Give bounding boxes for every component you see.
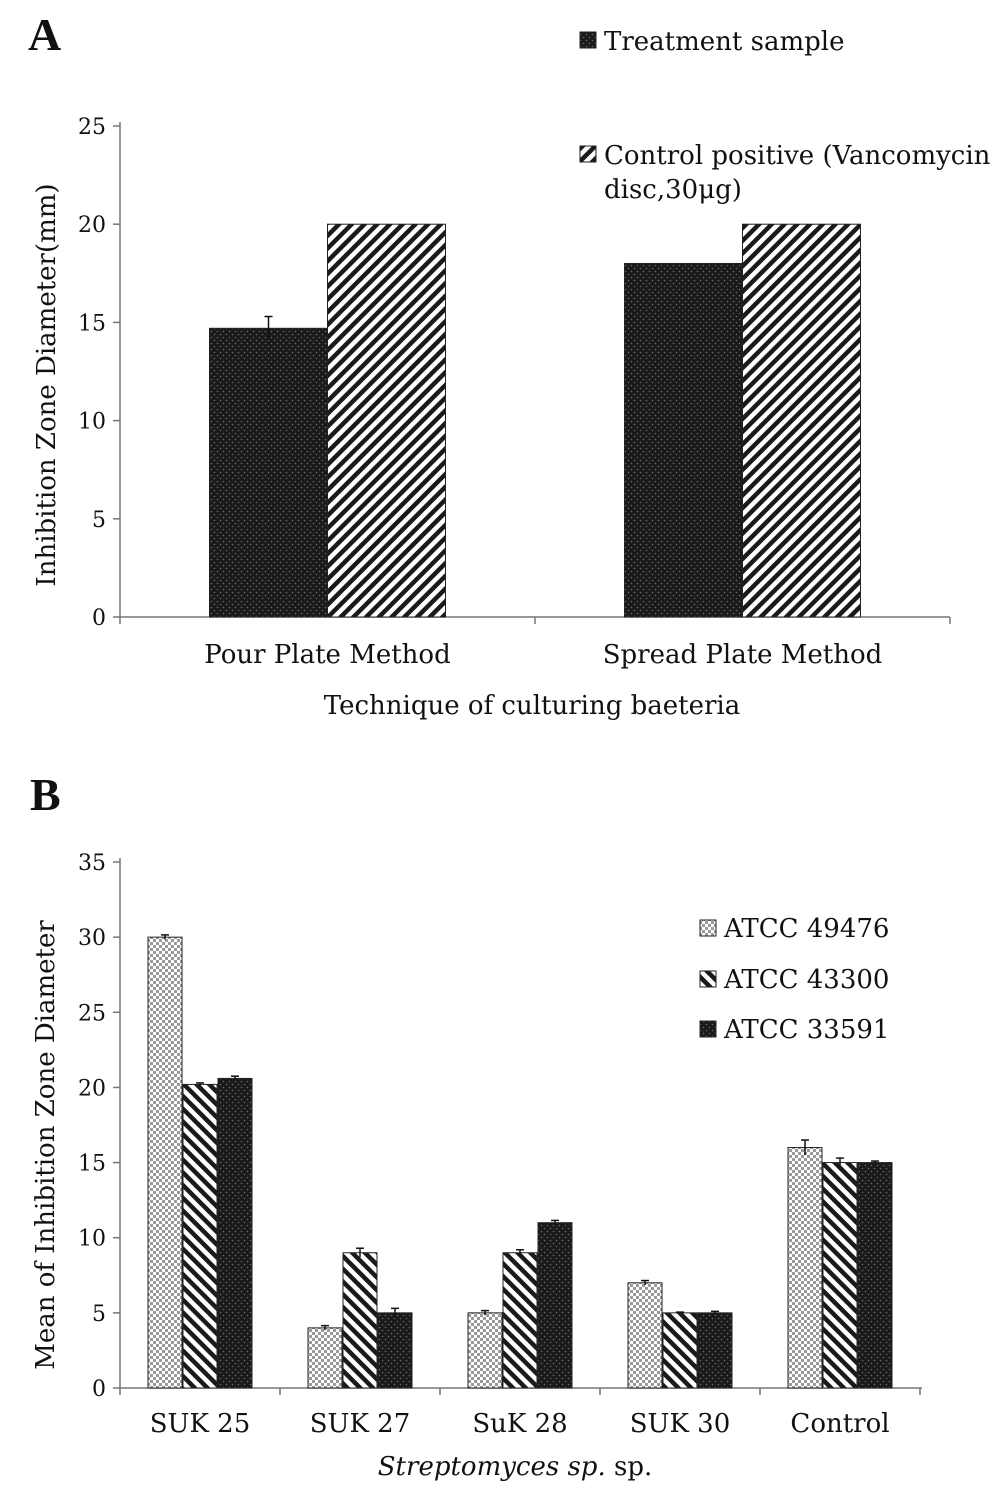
panel-b-legend-label: ATCC 33591 [723, 1015, 889, 1045]
panel-b-bar [627, 1282, 663, 1389]
panel-b-bar [377, 1312, 413, 1389]
panel-b-y-tick-label: 20 [78, 1076, 106, 1101]
panel-b-xlabel-genus: Streptomyces sp. [378, 1452, 606, 1482]
panel-b-category-label: SuK 28 [472, 1409, 567, 1439]
panel-b-legend-swatch [699, 970, 717, 988]
panel-a-y-tick-label: 25 [78, 115, 106, 140]
panel-b-bar [307, 1327, 343, 1389]
panel-b-y-tick-label: 0 [92, 1377, 106, 1402]
panel-b-ylabel: Mean of Inhibition Zone Diameter [31, 920, 61, 1370]
panel-a-bar [624, 262, 743, 618]
panel-b-letter: B [30, 769, 61, 820]
panel-a-category-label: Spread Plate Method [603, 640, 883, 670]
panel-a-y-tick-label: 20 [78, 213, 106, 238]
panel-a-category-label: Pour Plate Method [204, 640, 450, 670]
panel-b-bar [787, 1147, 823, 1389]
panel-a-y-tick-label: 10 [78, 410, 106, 435]
panel-b-y-tick-label: 5 [92, 1302, 106, 1327]
panel-a-legend-label: Treatment sample [604, 27, 844, 57]
panel-b-bar [822, 1162, 858, 1389]
panel-b-legend-swatch [699, 919, 717, 937]
panel-a-letter: A [28, 9, 61, 60]
panel-b-y-tick-label: 15 [78, 1152, 106, 1177]
panel-b-bar [182, 1083, 218, 1389]
panel-b-bar [697, 1312, 733, 1389]
panel-a-ylabel: Inhibition Zone Diameter(mm) [32, 183, 62, 586]
panel-b-y-tick-label: 35 [78, 851, 106, 876]
panel-b-y-tick-label: 25 [78, 1001, 106, 1026]
panel-b-category-label: Control [790, 1409, 889, 1439]
panel-a-bar [327, 223, 446, 618]
panel-b-xlabel-suffix: sp. [606, 1452, 653, 1482]
chart-marks: 0 5 10 15 20 25 Pour Plate Method Spread Plate … [78, 27, 991, 1439]
panel-b-bar [467, 1312, 503, 1389]
panel-b-bar [147, 936, 183, 1389]
panel-a-legend-label: disc,30μg) [604, 175, 742, 205]
panel-b-category-label: SUK 30 [630, 1409, 731, 1439]
panel-a-y-tick-label: 5 [92, 508, 106, 533]
panel-b-bar [537, 1222, 573, 1389]
panel-a-legend-swatch [579, 31, 597, 49]
panel-a-y-tick-label: 0 [92, 606, 106, 631]
panel-a-bar [209, 327, 328, 618]
panel-a-xlabel: Technique of culturing baeteria [324, 691, 740, 721]
panel-b-bar [662, 1312, 698, 1389]
panel-a-legend-label: Control positive (Vancomycin [604, 141, 991, 171]
panel-b-category-label: SUK 27 [310, 1409, 411, 1439]
panel-b-y-tick-label: 10 [78, 1227, 106, 1252]
panel-b-bar [217, 1077, 253, 1389]
panel-b-xlabel: Streptomyces sp. sp. [378, 1452, 653, 1482]
panel-b-y-tick-label: 30 [78, 926, 106, 951]
panel-b-legend-swatch [699, 1020, 717, 1038]
panel-b-bar [342, 1252, 378, 1389]
panel-b-category-label: SUK 25 [150, 1409, 251, 1439]
panel-a-bar [742, 223, 861, 618]
panel-b-bar [857, 1162, 893, 1389]
panel-a-y-tick-label: 15 [78, 311, 106, 336]
panel-b-bar [502, 1252, 538, 1389]
panel-b-legend-label: ATCC 49476 [723, 914, 889, 944]
panel-b-legend-label: ATCC 43300 [723, 965, 889, 995]
panel-a-legend-swatch [579, 145, 597, 163]
